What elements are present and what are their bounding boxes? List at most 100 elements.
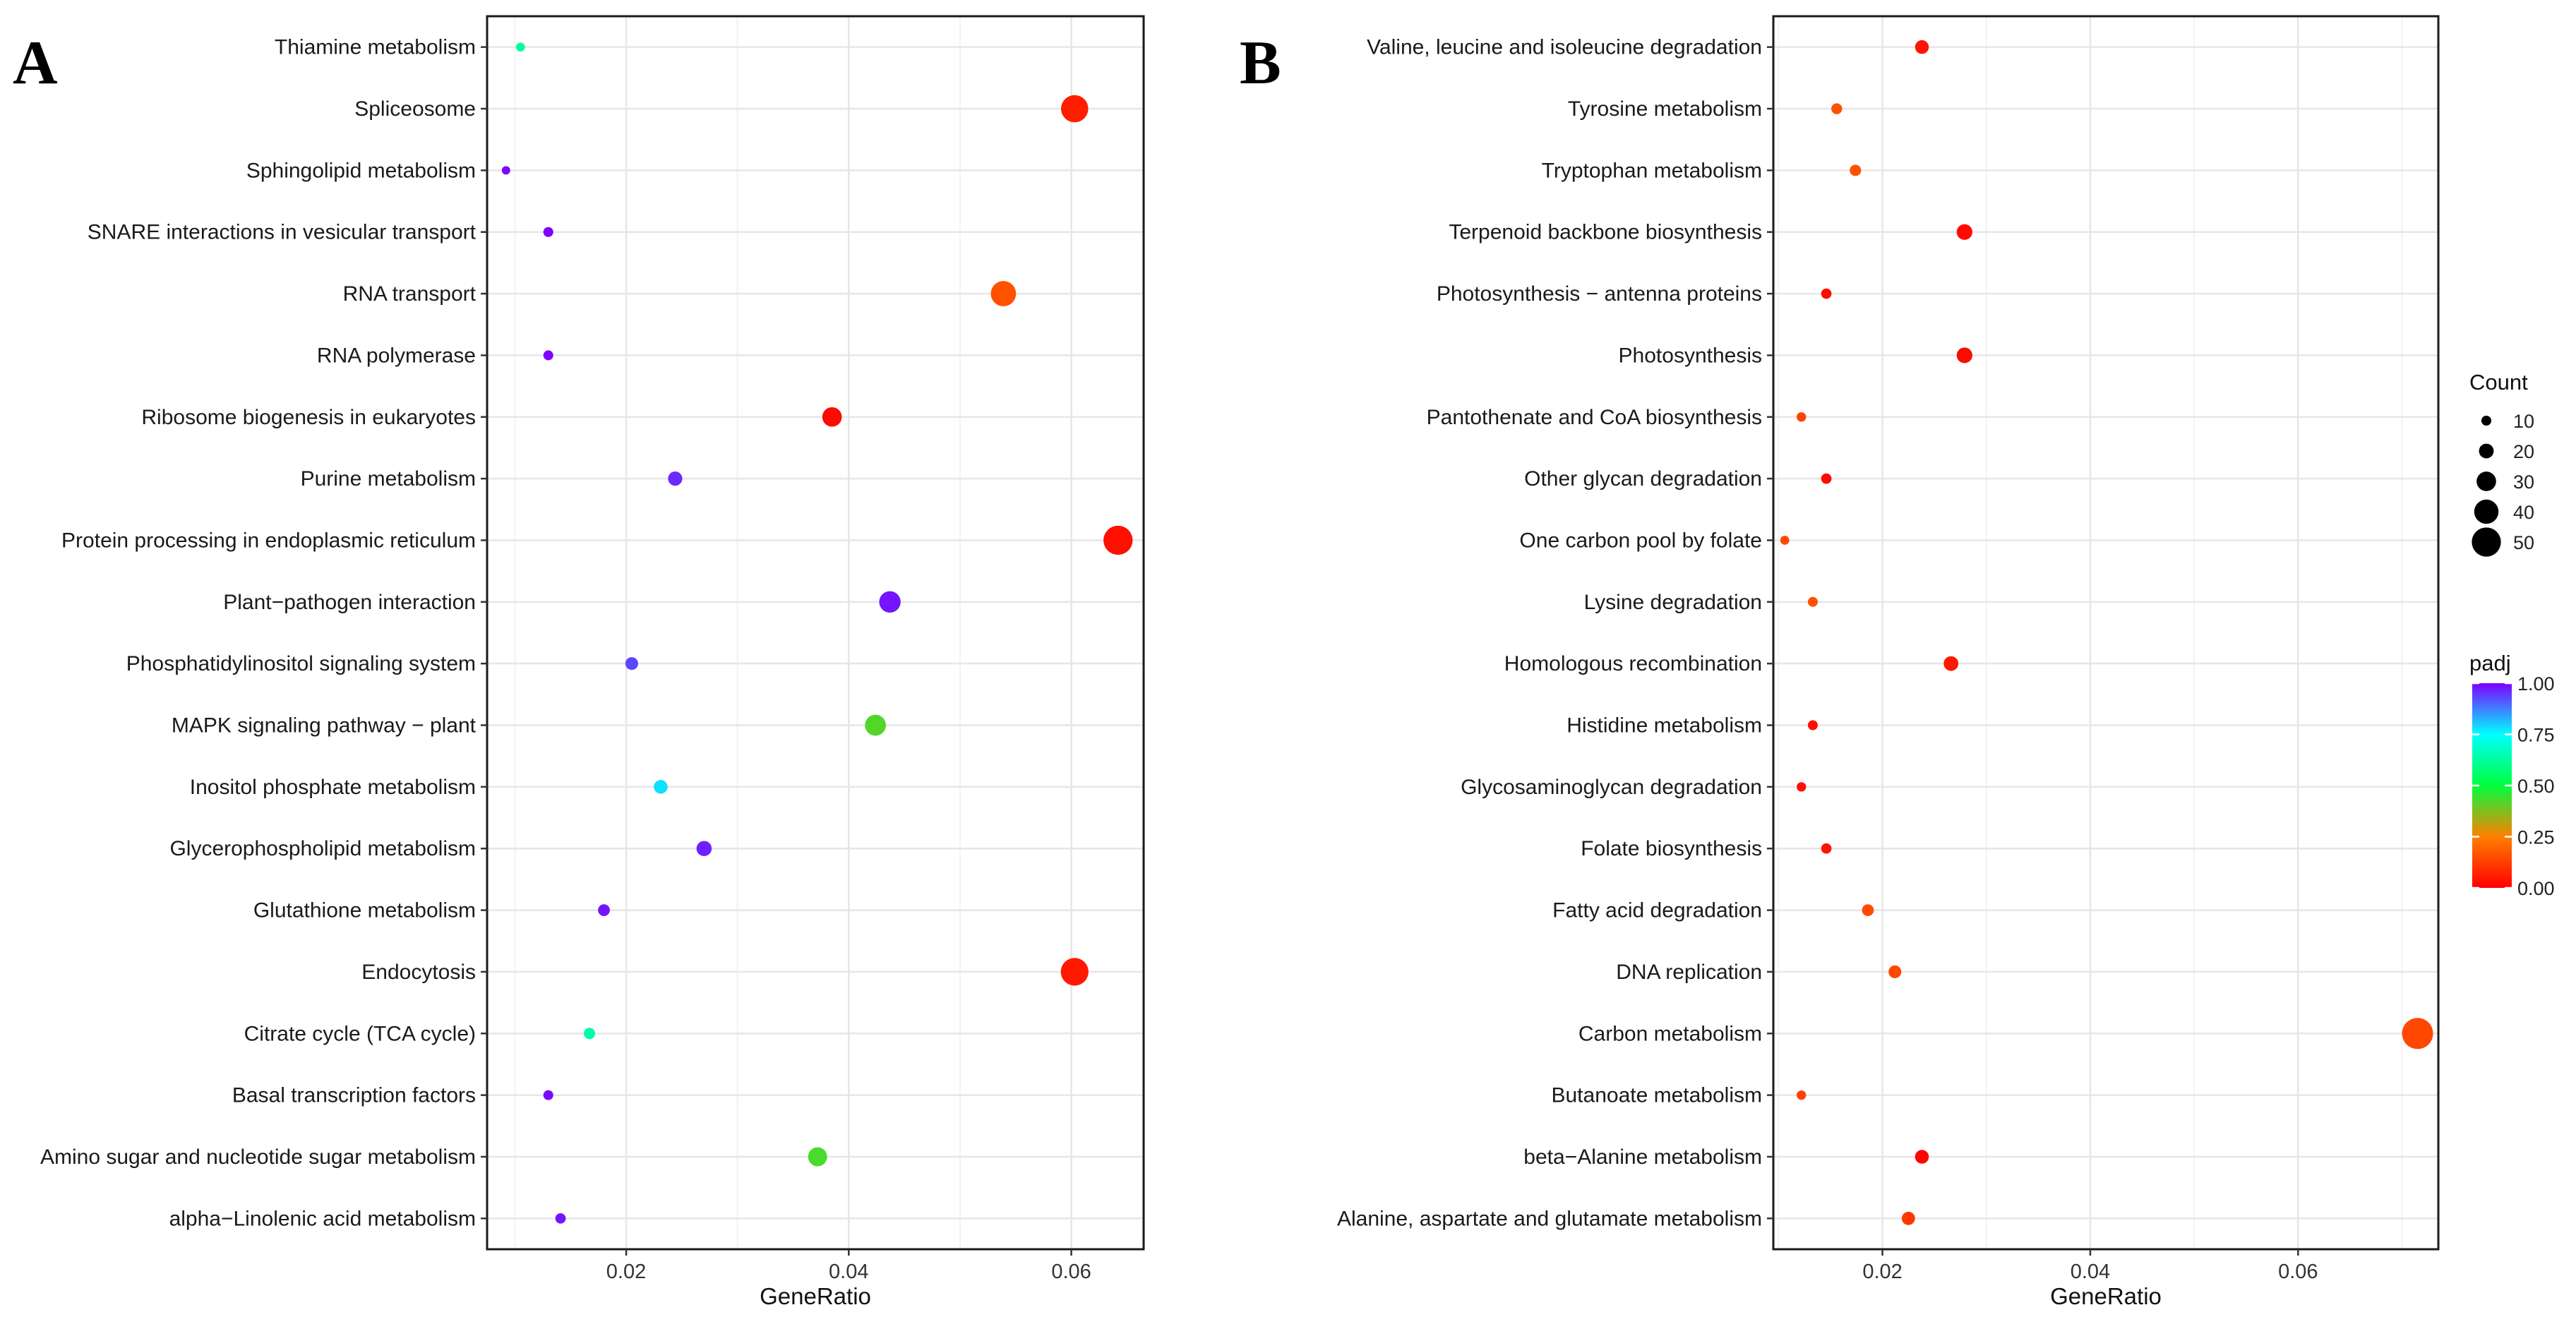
category-label: Glutathione metabolism (253, 899, 476, 922)
category-label: Purine metabolism (301, 467, 476, 491)
point-a-15 (598, 904, 610, 916)
point-b-10 (1807, 596, 1818, 607)
legend-padj-title: padj (2469, 651, 2511, 675)
legend-count-label: 20 (2513, 441, 2534, 462)
category-label: Photosynthesis (1619, 344, 1762, 367)
point-b-7 (1797, 412, 1807, 422)
point-b-16 (1888, 965, 1902, 978)
point-a-4 (543, 227, 553, 237)
point-a-8 (668, 471, 683, 486)
category-label: Thiamine metabolism (275, 36, 476, 59)
point-a-5 (990, 281, 1017, 306)
point-a-12 (865, 714, 886, 736)
category-label: Sphingolipid metabolism (246, 159, 476, 182)
legend-padj-label: 1.00 (2517, 673, 2555, 694)
legend-count-dot (2472, 527, 2501, 557)
point-b-12 (1807, 720, 1818, 730)
legend-count-dot (2476, 471, 2496, 491)
point-b-20 (1901, 1211, 1915, 1225)
point-a-6 (543, 350, 553, 361)
x-tick-label: 0.04 (829, 1261, 868, 1283)
panel-a-plot: Thiamine metabolism Spliceosome Sphingolip… (40, 15, 1145, 1309)
point-b-18 (1797, 1090, 1807, 1100)
legend-count-dot (2481, 415, 2492, 426)
panel-b-plot: Valine, leucine and isoleucine degradati… (1337, 15, 2440, 1309)
x-tick-label: 0.04 (2071, 1261, 2110, 1283)
legend-count-label: 30 (2513, 471, 2534, 493)
point-b-2 (1831, 103, 1843, 114)
category-label: Alanine, aspartate and glutamate metabol… (1337, 1207, 1762, 1230)
category-label: SNARE interactions in vesicular transpor… (88, 221, 477, 244)
point-b-6 (1956, 347, 1972, 363)
point-b-13 (1797, 782, 1807, 792)
x-axis-title: GeneRatio (2050, 1283, 2162, 1309)
category-label: MAPK signaling pathway − plant (172, 714, 477, 738)
category-label: RNA transport (343, 282, 477, 306)
category-label: One carbon pool by folate (1519, 529, 1762, 552)
point-b-3 (1850, 164, 1862, 176)
x-tick-label: 0.06 (2278, 1261, 2318, 1283)
category-label: Glycosaminoglycan degradation (1461, 776, 1762, 799)
category-label: Glycerophospholipid metabolism (169, 837, 476, 860)
category-label: Terpenoid backbone biosynthesis (1449, 221, 1762, 244)
point-a-2 (1060, 95, 1089, 123)
category-label: Tryptophan metabolism (1542, 159, 1762, 182)
plot-frame (1772, 15, 2440, 1251)
legend-count-label: 40 (2513, 502, 2534, 523)
point-a-10 (879, 591, 901, 613)
point-a-7 (822, 407, 842, 427)
category-label: Fatty acid degradation (1552, 899, 1762, 922)
x-tick-label: 0.02 (606, 1261, 646, 1283)
point-a-13 (654, 780, 668, 794)
legend-count-label: 10 (2513, 411, 2534, 432)
panel-b: B Valine, leucine and isoleucine degrada… (1240, 15, 2440, 1309)
legend-count-label: 50 (2513, 532, 2534, 553)
legend-count-dot (2474, 499, 2499, 524)
point-b-1 (1915, 40, 1929, 54)
point-a-11 (625, 657, 638, 670)
category-label: Basal transcription factors (232, 1084, 476, 1107)
category-label: alpha−Linolenic acid metabolism (169, 1207, 476, 1230)
category-label: Folate biosynthesis (1581, 837, 1762, 860)
category-label: Endocytosis (361, 961, 476, 984)
category-label: Ribosome biogenesis in eukaryotes (141, 406, 476, 429)
point-b-4 (1956, 224, 1972, 240)
point-a-19 (808, 1147, 827, 1167)
category-label: Citrate cycle (TCA cycle) (244, 1022, 476, 1045)
category-label: RNA polymerase (317, 344, 476, 367)
plot-background (1773, 16, 2438, 1249)
category-label: Carbon metabolism (1578, 1022, 1762, 1045)
category-label: Valine, leucine and isoleucine degradati… (1367, 36, 1762, 59)
legend-count-title: Count (2469, 370, 2528, 395)
category-label: Protein processing in endoplasmic reticu… (61, 529, 476, 552)
legend-padj-label: 0.25 (2517, 827, 2555, 848)
point-a-16 (1060, 958, 1089, 986)
legend-padj-entries: 1.00 0.75 0.50 0.25 0.00 (2472, 673, 2555, 899)
category-label: beta−Alanine metabolism (1523, 1145, 1762, 1169)
legend-padj-label: 0.75 (2517, 725, 2555, 746)
category-label: Spliceosome (354, 97, 476, 121)
point-a-17 (583, 1028, 596, 1040)
panel-a-letter: A (13, 29, 58, 97)
point-b-14 (1821, 843, 1832, 854)
point-a-14 (696, 841, 712, 856)
category-label: Histidine metabolism (1566, 714, 1762, 738)
category-label: Tyrosine metabolism (1568, 97, 1762, 121)
category-label: Photosynthesis − antenna proteins (1437, 282, 1762, 306)
category-label: DNA replication (1616, 961, 1762, 984)
point-a-3 (501, 166, 510, 175)
legend-count-entries: 10 20 30 40 50 (2472, 411, 2534, 557)
point-b-9 (1780, 536, 1790, 545)
point-a-1 (515, 42, 525, 52)
point-a-18 (543, 1090, 553, 1100)
category-label: Lysine degradation (1584, 591, 1762, 614)
x-tick-label: 0.06 (1051, 1261, 1091, 1283)
category-label: Inositol phosphate metabolism (190, 776, 476, 799)
point-b-11 (1943, 656, 1959, 671)
x-tick-label: 0.02 (1862, 1261, 1902, 1283)
point-b-8 (1821, 473, 1832, 484)
point-b-5 (1821, 288, 1832, 299)
category-label: Homologous recombination (1504, 652, 1762, 675)
category-label: Butanoate metabolism (1551, 1084, 1762, 1107)
